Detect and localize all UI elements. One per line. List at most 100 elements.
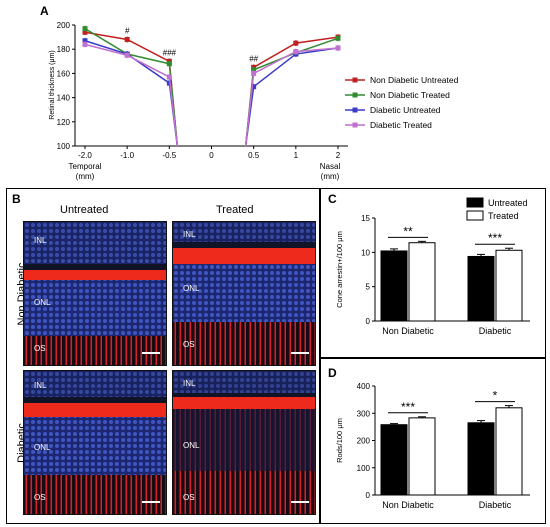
panel-b-frame (6, 188, 320, 524)
legend-marker (352, 107, 358, 113)
layer-label-onl: ONL (34, 298, 51, 307)
panel-b-letter: B (12, 192, 21, 206)
y-axis-title: Retinal thickness (μm) (49, 50, 56, 119)
bar (380, 424, 408, 496)
panel-c-frame (320, 188, 546, 358)
layer-label-inl: INL (183, 379, 196, 388)
y-axis-title: Cone arrestin+/100 μm (335, 231, 344, 308)
significance-marker: # (125, 26, 130, 35)
panel-a-line-chart: 100 120 140 160 180 200 -2.0 -1.0 -0.5 0 0.5 1 2 Temp… (49, 21, 459, 181)
x-tick-label: -0.5 (162, 151, 176, 160)
legend-label: Diabetic Untreated (370, 105, 441, 115)
legend-marker (352, 77, 358, 83)
data-point (82, 29, 88, 35)
data-point (166, 74, 172, 80)
layer-label-os: OS (183, 493, 195, 502)
micrograph-nondiabetic-untreated: INL ONL OS (23, 221, 167, 366)
legend-marker (352, 92, 358, 98)
panel-a-letter: A (40, 4, 49, 18)
legend-label: Non Diabetic Untreated (370, 75, 459, 85)
significance-stars: * (493, 389, 498, 403)
y-tick-label: 400 (357, 382, 371, 391)
panel-d-letter: D (328, 366, 337, 380)
y-tick-label: 180 (57, 45, 71, 54)
micrograph-diabetic-untreated: INL ONL OS (23, 370, 167, 515)
layer-label-os: OS (183, 340, 195, 349)
legend-label: Untreated (488, 198, 528, 208)
legend-label: Diabetic Treated (370, 120, 432, 130)
x-tick-label: 2 (336, 151, 341, 160)
bar (495, 407, 523, 496)
x-end-label-mm: (mm) (321, 172, 340, 181)
y-tick-label: 200 (57, 21, 71, 30)
data-point (335, 45, 341, 51)
series-line-left (84, 43, 179, 147)
y-tick-label: 140 (57, 94, 71, 103)
panel-c-bar-chart: 0 5 10 15 Cone arrestin+/100 μm Non Diabetic *… (335, 197, 530, 336)
y-tick-label: 200 (357, 437, 371, 446)
scale-bar (142, 501, 160, 503)
category-label: Non Diabetic (382, 326, 434, 336)
layer-label-onl: ONL (183, 284, 200, 293)
data-point (293, 40, 299, 46)
data-point (124, 52, 130, 58)
bar (408, 242, 436, 322)
column-label-treated: Treated (216, 204, 254, 216)
x-tick-label: -2.0 (78, 151, 92, 160)
data-point (335, 35, 341, 41)
x-tick-label: 0 (209, 151, 214, 160)
layer-label-onl: ONL (34, 443, 51, 452)
data-point (124, 37, 130, 43)
micrograph-nondiabetic-treated: INL ONL OS (172, 221, 316, 366)
category-label: Non Diabetic (382, 500, 434, 510)
panel-d-bar-chart: 0 100 200 300 400 Rods/100 μm Non Diabetic *** D… (335, 382, 530, 510)
y-tick-label: 10 (361, 248, 370, 257)
data-point (293, 49, 299, 55)
x-tick-label: 0.5 (248, 151, 260, 160)
legend-marker (352, 122, 358, 128)
y-tick-label: 100 (357, 464, 371, 473)
bar (467, 422, 495, 496)
y-tick-label: 15 (361, 214, 370, 223)
data-point (251, 67, 257, 73)
layer-label-inl: INL (34, 236, 47, 245)
significance-stars: *** (401, 400, 415, 414)
data-point (251, 70, 257, 76)
layer-label-inl: INL (34, 381, 47, 390)
panel-c-letter: C (328, 192, 337, 206)
data-point (82, 26, 88, 32)
category-label: Diabetic (479, 500, 512, 510)
significance-stars: *** (488, 231, 502, 245)
x-end-label-nasal: Nasal (320, 162, 341, 171)
bar (467, 255, 495, 322)
x-end-label-mm: (mm) (76, 172, 95, 181)
y-tick-label: 0 (366, 317, 371, 326)
data-point (82, 38, 88, 44)
data-point (82, 41, 88, 47)
significance-stars: ** (403, 224, 413, 238)
y-tick-label: 120 (57, 118, 71, 127)
category-label: Diabetic (479, 326, 512, 336)
layer-label-onl: ONL (183, 441, 200, 450)
x-tick-label: -1.0 (120, 151, 134, 160)
micrograph-diabetic-treated: INL ONL OS (172, 370, 316, 515)
layer-label-inl: INL (183, 230, 196, 239)
scale-bar (291, 352, 309, 354)
x-end-label-temporal: Temporal (69, 162, 102, 171)
layer-label-os: OS (34, 344, 46, 353)
legend-label: Treated (488, 211, 519, 221)
data-point (251, 84, 257, 90)
legend-swatch (466, 210, 484, 221)
y-tick-label: 0 (366, 491, 371, 500)
series-line-right (244, 47, 339, 147)
series-line-left (84, 27, 179, 147)
bar (495, 249, 523, 322)
bar (380, 250, 408, 322)
y-tick-label: 100 (57, 142, 71, 151)
x-tick-label: 1 (294, 151, 299, 160)
y-tick-label: 5 (366, 283, 371, 292)
column-label-untreated: Untreated (60, 204, 109, 216)
panel-d-frame (320, 358, 546, 524)
bar (408, 417, 436, 496)
legend-label: Non Diabetic Treated (370, 90, 450, 100)
